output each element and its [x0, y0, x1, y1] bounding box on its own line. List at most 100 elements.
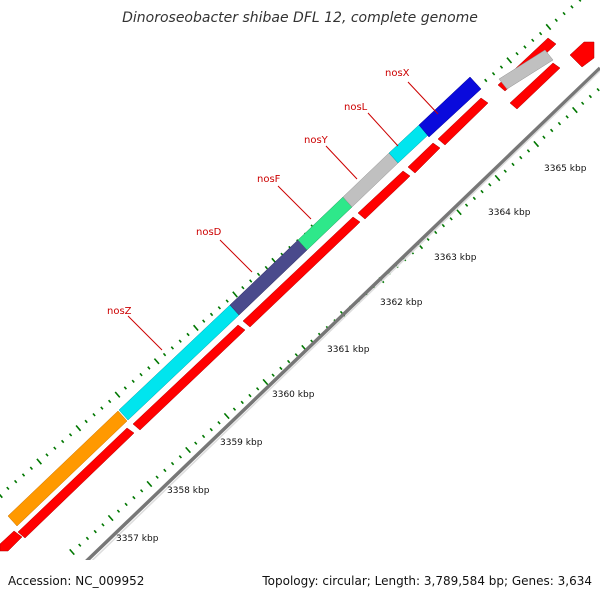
- genome-backbone: [85, 66, 600, 560]
- tick-mark: [223, 412, 230, 420]
- scale-label: 3364 kbp: [488, 208, 531, 218]
- tick-mark: [209, 312, 214, 317]
- tick-mark: [523, 45, 527, 49]
- tick-mark: [472, 196, 477, 201]
- tick-mark: [455, 208, 462, 216]
- tick-mark: [107, 399, 112, 404]
- tick-mark: [578, 0, 582, 2]
- cds-block[interactable]: [509, 62, 561, 110]
- gene-label-nosX: nosX: [385, 68, 410, 79]
- gene-label-group: nosZ nosD nosF nosY nosL nosX: [107, 68, 439, 351]
- tick-mark: [131, 379, 135, 384]
- cds-track: [0, 37, 595, 552]
- tick-mark: [225, 299, 229, 303]
- tick-mark: [464, 203, 469, 207]
- tick-mark: [248, 393, 252, 398]
- tick-mark: [449, 217, 453, 221]
- tick-mark: [92, 412, 96, 417]
- tick-mark: [264, 265, 269, 270]
- tick-mark: [170, 461, 175, 466]
- cds-block[interactable]: [357, 170, 411, 220]
- gene-nosZ[interactable]: [118, 304, 240, 421]
- tick-mark: [21, 473, 26, 477]
- tick-mark: [494, 174, 501, 182]
- tick-mark: [139, 372, 143, 377]
- genome-map: nosZ nosD nosF nosY nosL nosX 3357 kbp 3…: [0, 0, 600, 560]
- gene-nosF[interactable]: [297, 196, 353, 251]
- tick-mark: [139, 489, 144, 493]
- tick-mark: [557, 121, 562, 126]
- cds-block[interactable]: [17, 427, 135, 539]
- tick-mark: [562, 11, 566, 16]
- tick-mark: [162, 352, 167, 357]
- tick-mark: [542, 135, 546, 140]
- tick-mark: [499, 65, 504, 69]
- scale-label: 3361 kbp: [327, 345, 370, 355]
- tick-mark: [53, 446, 57, 450]
- tick-mark: [29, 466, 34, 471]
- tick-mark: [571, 106, 578, 114]
- tick-mark: [84, 419, 88, 424]
- tick-mark: [201, 434, 206, 439]
- tick-mark: [519, 155, 523, 160]
- tick-mark: [249, 279, 253, 283]
- tick-mark: [484, 78, 488, 83]
- tick-mark: [186, 332, 190, 337]
- scale-label: 3363 kbp: [434, 253, 477, 263]
- tick-mark: [45, 453, 49, 457]
- tick-mark: [240, 400, 244, 405]
- tick-mark: [209, 427, 213, 432]
- cds-block[interactable]: [132, 324, 246, 431]
- tick-mark: [68, 433, 73, 437]
- cds-block[interactable]: [569, 41, 595, 68]
- gene-nosX[interactable]: [418, 76, 482, 138]
- tick-mark: [13, 479, 18, 484]
- tick-mark: [217, 421, 221, 425]
- tick-mark: [78, 543, 82, 547]
- gene-downstream[interactable]: [498, 49, 554, 90]
- tick-mark: [491, 71, 496, 76]
- tick-mark: [531, 38, 535, 43]
- gene-label-nosY: nosY: [304, 135, 329, 146]
- tick-mark: [153, 358, 160, 365]
- cds-block[interactable]: [0, 530, 23, 552]
- tick-mark: [93, 529, 97, 534]
- tick-mark: [554, 18, 558, 23]
- tick-mark: [36, 458, 43, 465]
- gene-track: [7, 49, 554, 527]
- accession-label: Accession: NC_009952: [8, 574, 145, 588]
- tick-mark: [69, 548, 75, 556]
- tick-mark: [506, 57, 513, 64]
- tick-mark: [256, 272, 261, 277]
- tick-mark: [241, 285, 245, 290]
- tick-mark: [488, 183, 492, 187]
- tick-mark: [526, 149, 531, 153]
- cds-block[interactable]: [407, 142, 441, 174]
- tick-mark: [294, 353, 299, 357]
- tick-mark: [107, 514, 114, 522]
- scale-label: 3358 kbp: [167, 486, 210, 496]
- tick-mark: [588, 94, 593, 99]
- tick-mark: [232, 407, 237, 411]
- gene-upstream[interactable]: [7, 410, 128, 527]
- tick-mark: [178, 339, 182, 343]
- tick-mark: [163, 468, 167, 473]
- tick-mark: [6, 486, 10, 491]
- tick-mark: [570, 5, 574, 9]
- tick-mark: [262, 378, 269, 386]
- tick-mark: [549, 128, 554, 133]
- tick-mark: [255, 387, 260, 391]
- tick-mark: [202, 319, 206, 323]
- tick-mark: [538, 31, 543, 36]
- tick-mark: [155, 475, 159, 479]
- tick-mark: [580, 101, 585, 106]
- cds-block[interactable]: [242, 216, 361, 328]
- tick-mark: [132, 495, 136, 500]
- cds-block[interactable]: [437, 97, 489, 146]
- map-title: Dinoroseobacter shibae DFL 12, complete …: [122, 10, 478, 26]
- scale-label: 3357 kbp: [116, 534, 159, 544]
- tick-mark: [232, 291, 238, 298]
- gene-nosY[interactable]: [342, 152, 399, 208]
- tick-mark: [217, 306, 222, 310]
- tick-mark: [511, 162, 515, 167]
